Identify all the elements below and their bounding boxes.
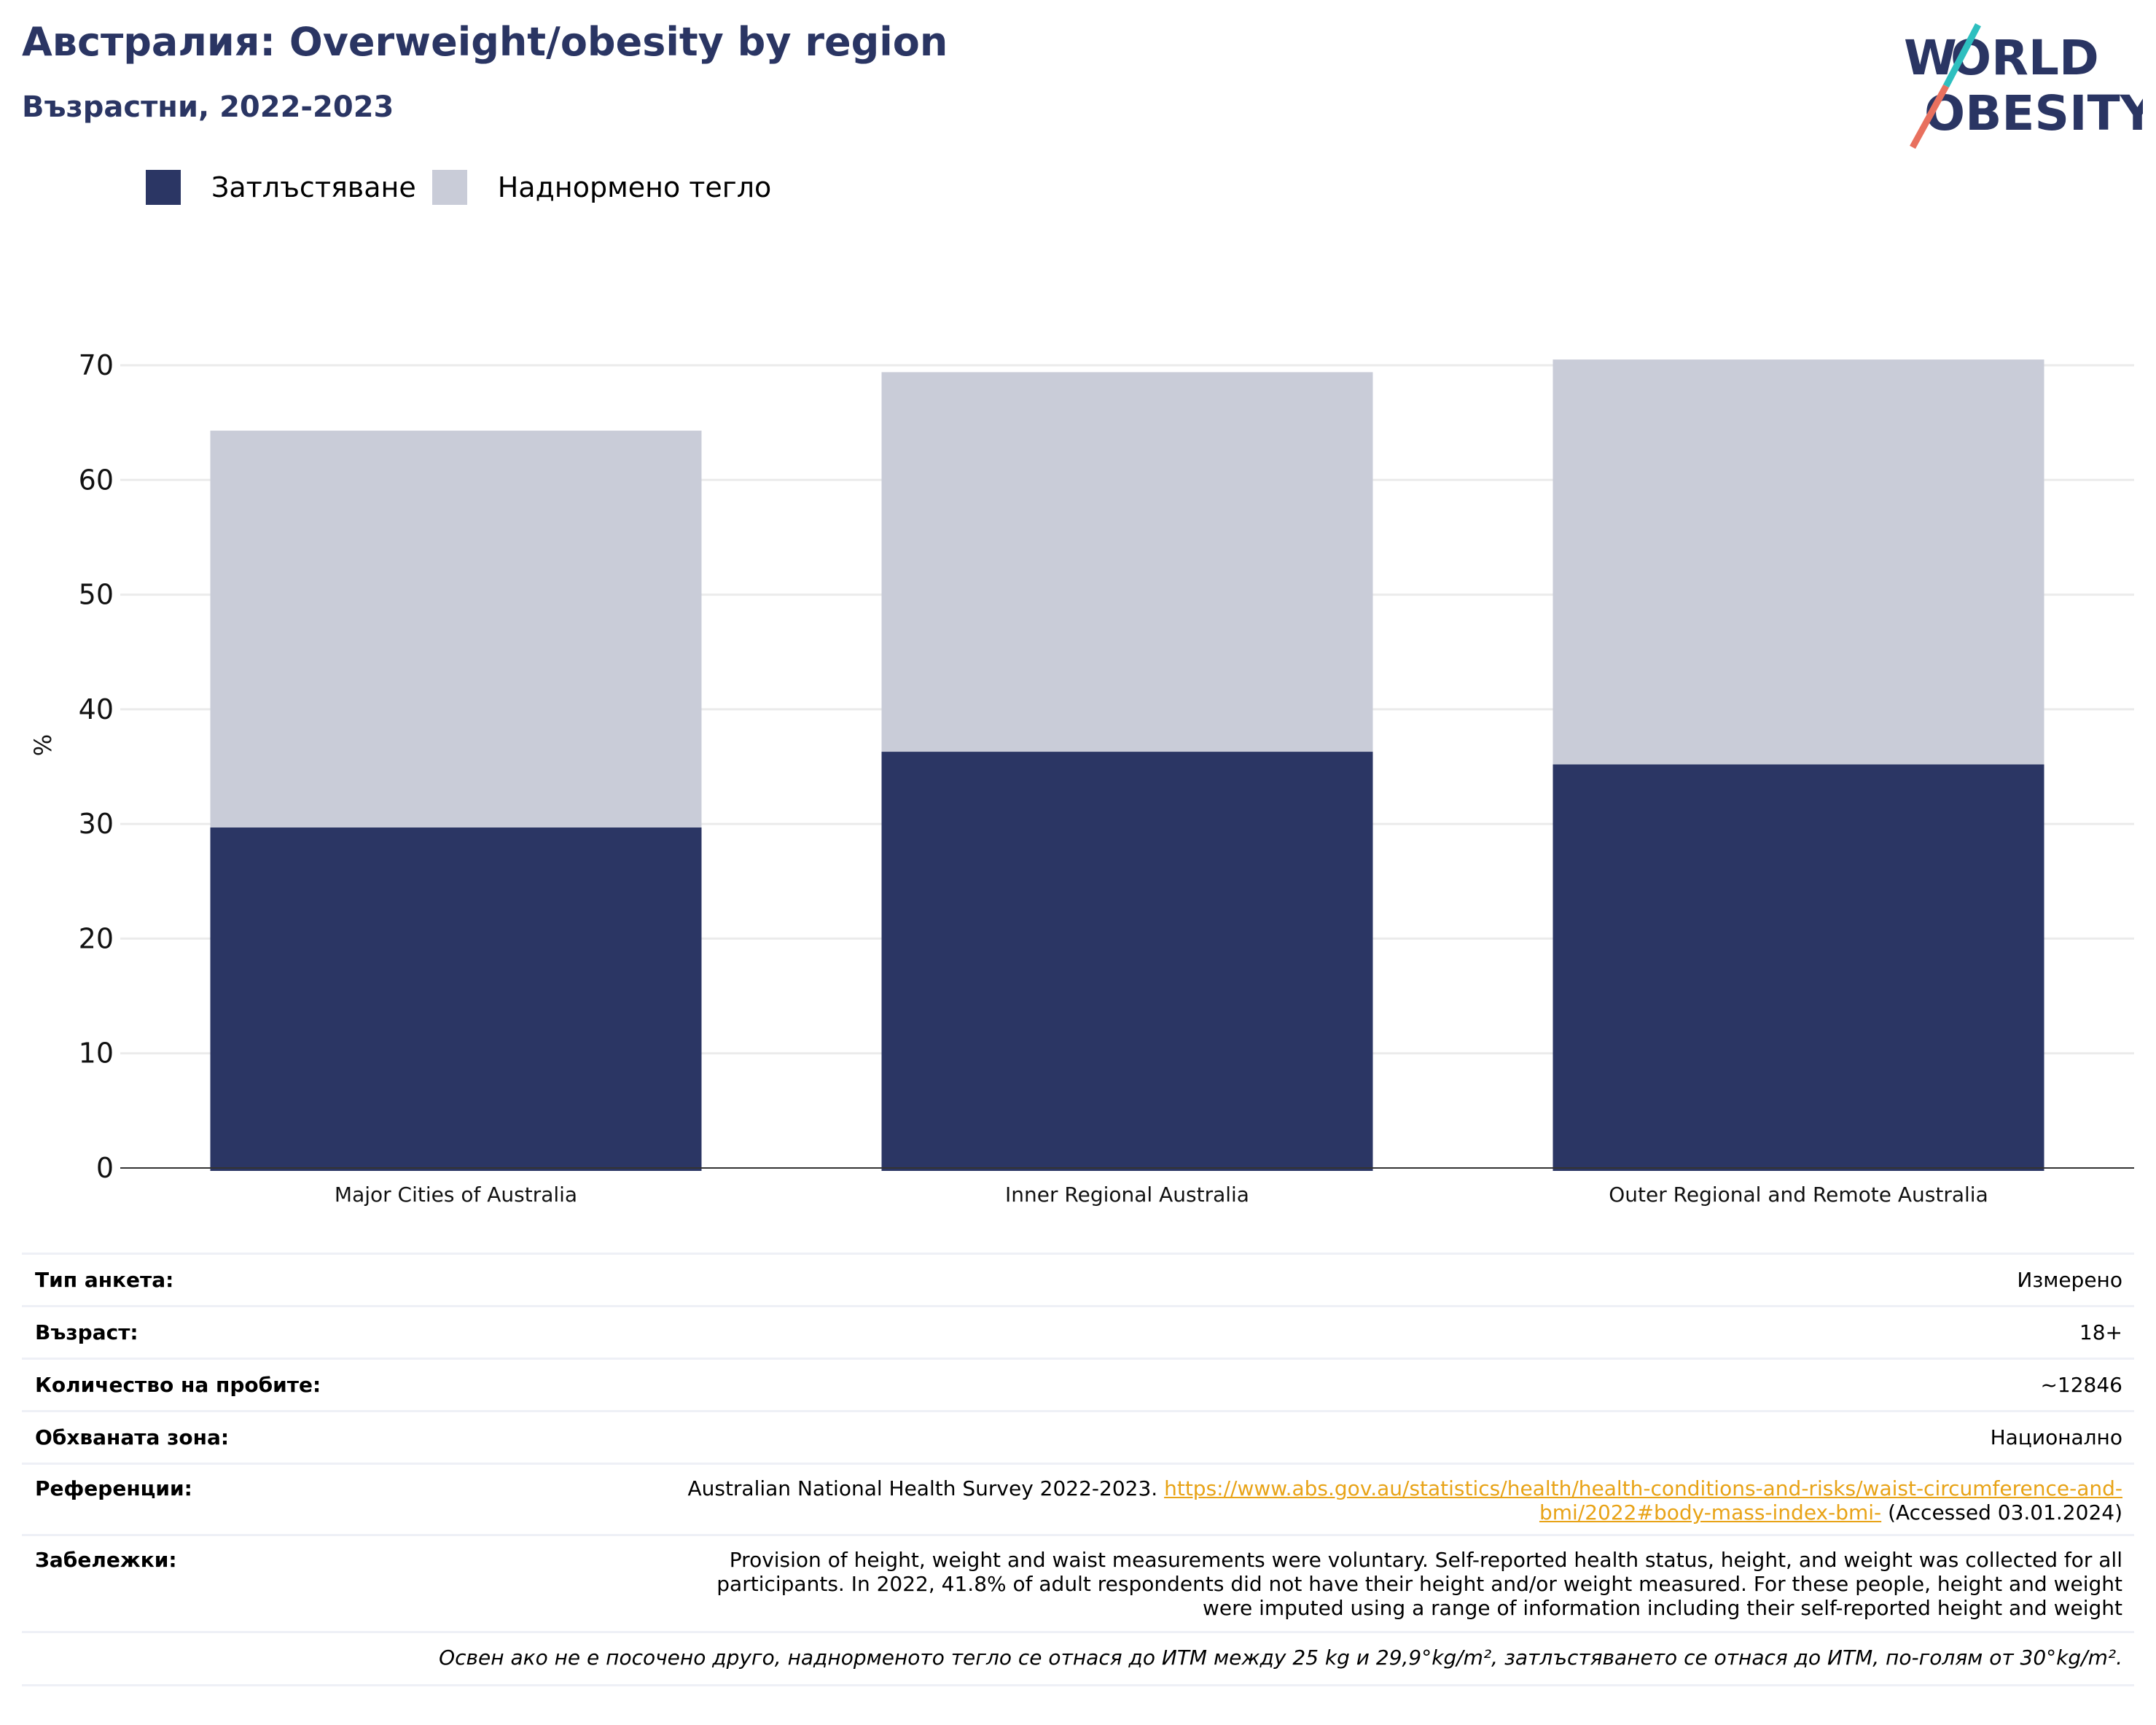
y-axis-label: % xyxy=(29,734,57,756)
bar-obesity-0 xyxy=(210,827,702,1171)
notes-line-1: Provision of height, weight and waist me… xyxy=(729,1548,2122,1572)
legend-swatch-obesity xyxy=(146,170,181,205)
survey-type-value: Измерено xyxy=(2017,1268,2122,1292)
bmi-footnote: Освен ако не е посочено друго, наднормен… xyxy=(22,1631,2134,1686)
references-value: Australian National Health Survey 2022-2… xyxy=(687,1476,2134,1525)
y-tick-label-60: 60 xyxy=(79,464,114,496)
y-tick-label-70: 70 xyxy=(79,349,114,381)
x-tick-label-1: Inner Regional Australia xyxy=(1005,1183,1249,1207)
survey-type-label: Тип анкета: xyxy=(35,1268,174,1292)
coverage-label: Обхваната зона: xyxy=(35,1425,230,1449)
y-tick-label-20: 20 xyxy=(79,922,114,954)
chart-legend: Затлъстяване Наднормено тегло xyxy=(146,169,787,206)
notes-value: Provision of height, weight and waist me… xyxy=(716,1548,2134,1620)
references-label: Референции: xyxy=(35,1476,192,1500)
x-tick-label-0: Major Cities of Australia xyxy=(335,1183,577,1207)
info-row-references: Референции: Australian National Health S… xyxy=(22,1463,2134,1534)
references-text: Australian National Health Survey 2022-2… xyxy=(687,1476,1165,1500)
y-tick-label-0: 0 xyxy=(96,1152,114,1184)
legend-item-obesity[interactable]: Затлъстяване xyxy=(146,170,416,205)
bar-overweight-2 xyxy=(1552,359,2044,765)
stacked-bar-chart: 0 10 20 30 40 50 60 70% Major Cities of Australi… xyxy=(29,349,2134,1207)
bar-obesity-1 xyxy=(881,752,1373,1171)
chart-title: Австралия: Overweight/obesity by region xyxy=(22,19,948,65)
chart-subtitle: Възрастни, 2022-2023 xyxy=(22,90,394,124)
notes-label: Забележки: xyxy=(35,1548,177,1572)
info-row-age: Възраст: 18+ xyxy=(22,1305,2134,1358)
references-link-line1: https://www.abs.gov.au/statistics/health… xyxy=(1164,1476,2122,1500)
world-obesity-logo: W ORLD OBESITY xyxy=(1904,23,2143,149)
references-link-line2: bmi/2022#body-mass-index-bmi- xyxy=(1539,1500,1882,1525)
legend-label-overweight: Наднормено тегло xyxy=(497,171,772,203)
info-row-notes: Забележки: Provision of height, weight a… xyxy=(22,1534,2134,1631)
svg-text:ORLD: ORLD xyxy=(1950,30,2099,86)
legend-swatch-overweight xyxy=(431,170,467,205)
y-tick-label-10: 10 xyxy=(79,1037,114,1070)
info-row-sample-size: Количество на пробите: ~12846 xyxy=(22,1358,2134,1410)
coverage-value: Национално xyxy=(1990,1425,2122,1449)
info-row-survey-type: Тип анкета: Измерено xyxy=(22,1253,2134,1305)
references-accessed: (Accessed 03.01.2024) xyxy=(1881,1500,2122,1525)
info-table: Тип анкета: Измерено Възраст: 18+ Количе… xyxy=(22,1253,2134,1686)
notes-line-2: participants. In 2022, 41.8% of adult re… xyxy=(716,1572,2122,1596)
info-row-coverage: Обхваната зона: Национално xyxy=(22,1410,2134,1463)
bar-overweight-1 xyxy=(881,372,1373,752)
age-value: 18+ xyxy=(2079,1320,2122,1344)
x-tick-label-2: Outer Regional and Remote Australia xyxy=(1609,1183,1988,1207)
notes-line-3: were imputed using a range of informatio… xyxy=(1202,1596,2122,1620)
legend-label-obesity: Затлъстяване xyxy=(211,171,416,203)
legend-item-overweight[interactable]: Наднормено тегло xyxy=(431,170,772,205)
bar-obesity-2 xyxy=(1552,764,2044,1171)
bar-overweight-0 xyxy=(210,430,702,828)
y-tick-label-50: 50 xyxy=(79,579,114,611)
sample-size-label: Количество на пробите: xyxy=(35,1373,321,1397)
y-tick-label-40: 40 xyxy=(79,693,114,725)
references-link[interactable]: https://www.abs.gov.au/statistics/health… xyxy=(1164,1476,2122,1525)
age-label: Възраст: xyxy=(35,1320,138,1344)
sample-size-value: ~12846 xyxy=(2040,1373,2122,1397)
svg-text:OBESITY: OBESITY xyxy=(1924,85,2143,141)
y-tick-label-30: 30 xyxy=(79,808,114,840)
